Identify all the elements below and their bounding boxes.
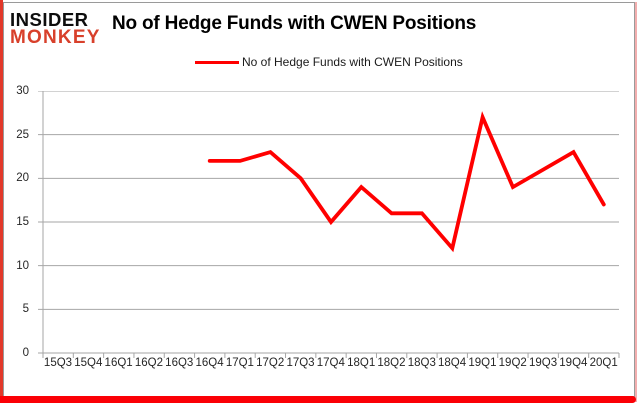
x-axis-tick-label: 18Q2 [377, 357, 406, 369]
series-line [207, 111, 606, 253]
x-axis-tick-label: 19Q3 [528, 357, 558, 369]
x-axis-tick-label: 19Q4 [559, 357, 588, 369]
chart-border-frame [3, 2, 635, 397]
legend-label: No of Hedge Funds with CWEN Positions [242, 55, 463, 69]
y-axis-tick-label: 20 [16, 172, 29, 185]
y-axis-tick-label: 5 [22, 303, 29, 316]
x-axis-tick-label: 17Q3 [286, 357, 315, 369]
x-axis-tick-label: 18Q3 [407, 357, 436, 369]
left-red-edge [0, 0, 3, 402]
plot-area [38, 91, 620, 358]
logo-text-monkey: MONKEY [10, 27, 101, 49]
x-axis-tick-label: 19Q1 [468, 357, 497, 369]
x-axis-tick-label: 16Q4 [195, 357, 224, 369]
legend: No of Hedge Funds with CWEN Positions [195, 55, 463, 69]
x-axis-tick-label: 18Q4 [438, 357, 467, 369]
x-axis-tick-label: 17Q2 [256, 357, 285, 369]
chart-title: No of Hedge Funds with CWEN Positions [112, 13, 477, 34]
x-axis-labels: 15Q3 15Q4 16Q1 16Q2 16Q3 16Q4 17Q1 17Q2 17Q3 17Q4… [43, 357, 619, 373]
x-axis-tick-label: 18Q1 [347, 357, 376, 369]
y-axis-tick-label: 0 [22, 347, 29, 359]
x-axis-tick-label: 19Q2 [498, 357, 527, 369]
insider-monkey-logo: INSIDER MONKEY [10, 9, 101, 49]
x-axis-tick-label: 15Q3 [43, 357, 73, 369]
bottom-red-bar [0, 396, 636, 403]
x-axis-tick-label: 16Q2 [134, 357, 163, 369]
right-pink-edge [635, 2, 637, 402]
y-axis-tick-label: 30 [16, 85, 29, 97]
x-axis-tick-label: 17Q1 [225, 357, 254, 369]
x-axis-tick-label: 16Q1 [104, 357, 133, 369]
logo-text-insider: INSIDER [10, 9, 89, 30]
y-axis-labels: 0 5 10 15 20 25 30 [0, 85, 37, 359]
y-axis-tick-label: 25 [16, 128, 29, 141]
legend-line-marker [195, 60, 239, 64]
y-axis-tick-label: 15 [16, 216, 29, 228]
y-axis-tick-label: 10 [16, 259, 29, 272]
x-axis-tick-label: 16Q3 [165, 357, 194, 369]
x-axis-tick-label: 17Q4 [316, 357, 345, 369]
x-axis-tick-label: 20Q1 [589, 357, 618, 369]
x-axis-tick-label: 15Q4 [74, 357, 103, 369]
